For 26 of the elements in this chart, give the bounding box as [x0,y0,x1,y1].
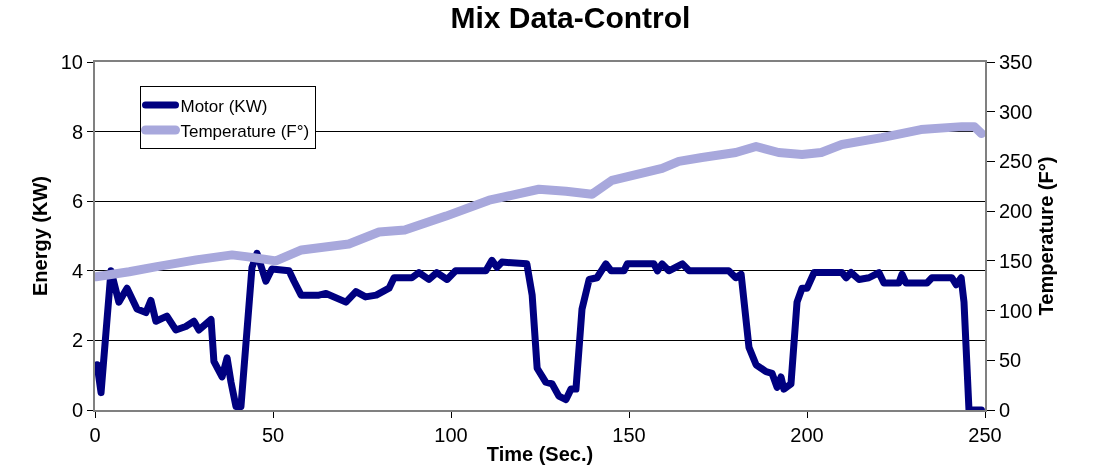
y2-tick-label: 150 [999,249,1033,272]
x-axis-title: Time (Sec.) [486,443,594,465]
y-axis-title: Energy (KW) [28,176,51,296]
x-tick-label: 100 [434,424,468,446]
x-tick-label: 250 [968,424,1002,446]
y-tick-label: 10 [60,51,83,73]
y2-tick-label: 50 [999,349,1022,372]
x-tick-label: 0 [89,424,101,446]
y2-tick-label: 0 [999,399,1011,421]
y-tick-label: 0 [71,399,83,421]
y-tick-label: 4 [71,259,83,282]
y-tick-label: 2 [71,329,83,352]
y2-tick-label: 300 [999,100,1033,123]
legend-label: Motor (KW) [180,96,268,116]
y2-tick-label: 200 [999,200,1033,223]
x-tick-label: 50 [261,424,285,446]
y2-tick-label: 350 [999,51,1033,73]
legend-label: Temperature (F°) [180,121,310,141]
y-tick-label: 8 [71,120,83,143]
y2-axis-title: Temperature (F°) [1035,156,1058,316]
x-tick-label: 150 [612,424,646,446]
x-tick-label: 200 [790,424,824,446]
y2-tick-label: 100 [999,299,1033,322]
y-tick-label: 6 [71,190,83,213]
chart-title: Mix Data-Control [450,1,691,35]
y2-tick-label: 250 [999,150,1033,173]
